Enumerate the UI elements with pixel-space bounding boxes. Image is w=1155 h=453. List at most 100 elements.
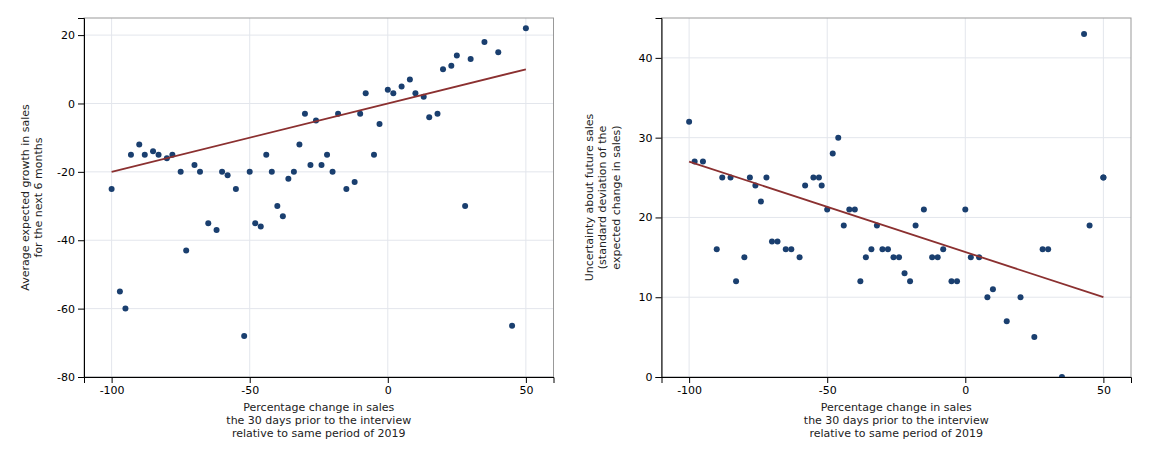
y-tick-mark bbox=[78, 35, 84, 36]
scatter-point bbox=[1087, 222, 1093, 228]
x-tick: -50 bbox=[241, 377, 259, 397]
y-tick: 0 bbox=[68, 97, 84, 110]
grid-line-y bbox=[662, 297, 1132, 298]
grid-line-y bbox=[662, 57, 1132, 58]
scatter-point bbox=[810, 175, 816, 181]
grid-line-y bbox=[84, 103, 554, 104]
x-tick-label: 0 bbox=[385, 384, 392, 397]
scatter-point bbox=[156, 152, 162, 158]
grid-line-y bbox=[84, 308, 554, 309]
scatter-point bbox=[252, 220, 258, 226]
scatter-point bbox=[929, 254, 935, 260]
scatter-point bbox=[214, 227, 220, 233]
x-tick-label: 0 bbox=[962, 384, 969, 397]
y-tick-mark bbox=[656, 377, 662, 378]
scatter-point bbox=[495, 49, 501, 55]
y-tick-mark bbox=[656, 58, 662, 59]
scatter-point bbox=[913, 222, 919, 228]
grid-line-y bbox=[84, 240, 554, 241]
x-axis-title: Percentage change in salesthe 30 days pr… bbox=[804, 401, 989, 440]
scatter-point bbox=[377, 121, 383, 127]
scatter-point bbox=[816, 175, 822, 181]
marks bbox=[109, 25, 529, 339]
scatter-point bbox=[280, 213, 286, 219]
scatter-point bbox=[117, 289, 123, 295]
scatter-point bbox=[1031, 334, 1037, 340]
scatter-point bbox=[984, 294, 990, 300]
scatter-point bbox=[763, 175, 769, 181]
x-tick: -50 bbox=[819, 377, 837, 397]
scatter-point bbox=[868, 246, 874, 252]
scatter-point bbox=[343, 186, 349, 192]
grid bbox=[84, 18, 554, 377]
scatter-point bbox=[879, 246, 885, 252]
y-tick: -20 bbox=[57, 166, 84, 179]
scatter-point bbox=[747, 175, 753, 181]
grid-line-y bbox=[662, 217, 1132, 218]
scatter-point bbox=[819, 183, 825, 189]
scatter-point bbox=[122, 306, 128, 312]
scatter-point bbox=[1100, 175, 1106, 181]
x-axis-title: Percentage change in salesthe 30 days pr… bbox=[226, 401, 411, 440]
y-tick-mark bbox=[656, 297, 662, 298]
y-tick-label: -20 bbox=[57, 166, 75, 179]
scatter-point bbox=[205, 220, 211, 226]
panel: -100-50050010203040Percentage change in … bbox=[583, 18, 1131, 440]
x-tick-label: -100 bbox=[677, 384, 702, 397]
x-tick-label: -100 bbox=[100, 384, 125, 397]
scatter-point bbox=[921, 206, 927, 212]
scatter-point bbox=[802, 183, 808, 189]
scatter-point bbox=[940, 246, 946, 252]
x-tick-mark bbox=[1103, 377, 1104, 383]
scatter-point bbox=[797, 254, 803, 260]
scatter-point bbox=[178, 169, 184, 175]
scatter-point bbox=[700, 159, 706, 165]
scatter-point bbox=[1081, 31, 1087, 37]
x-axis-line bbox=[85, 378, 555, 384]
y-tick: 10 bbox=[639, 291, 662, 304]
scatter-point bbox=[907, 278, 913, 284]
scatter-point bbox=[219, 169, 225, 175]
grid-line-y bbox=[84, 171, 554, 172]
x-tick: 50 bbox=[1097, 377, 1111, 397]
y-tick: 0 bbox=[646, 371, 662, 384]
plot-frame bbox=[662, 18, 1132, 377]
y-tick-label: 40 bbox=[639, 52, 653, 65]
panel: -100-50050-80-60-40-20020Percentage chan… bbox=[19, 18, 554, 440]
y-tick: 20 bbox=[639, 211, 662, 224]
x-tick: -100 bbox=[677, 377, 702, 397]
scatter-point bbox=[852, 206, 858, 212]
scatter-point bbox=[846, 206, 852, 212]
scatter-point bbox=[371, 152, 377, 158]
scatter-point bbox=[454, 53, 460, 59]
scatter-point bbox=[896, 254, 902, 260]
grid-line-y bbox=[662, 137, 1132, 138]
y-tick: 20 bbox=[61, 29, 84, 42]
scatter-point bbox=[783, 246, 789, 252]
y-tick-mark bbox=[78, 309, 84, 310]
scatter-point bbox=[330, 169, 336, 175]
y-tick-mark bbox=[78, 103, 84, 104]
x-tick-label: 50 bbox=[519, 384, 533, 397]
y-tick-mark bbox=[656, 138, 662, 139]
y-axis: 010203040 bbox=[639, 19, 663, 385]
scatter-point bbox=[448, 63, 454, 69]
scatter-point bbox=[835, 135, 841, 141]
y-tick: -40 bbox=[57, 234, 84, 247]
scatter-point bbox=[440, 66, 446, 72]
scatter-point bbox=[1040, 246, 1046, 252]
scatter-point bbox=[247, 169, 253, 175]
x-tick: 0 bbox=[962, 377, 969, 397]
y-tick: 40 bbox=[639, 52, 662, 65]
scatter-point bbox=[191, 162, 197, 168]
scatter-point bbox=[241, 333, 247, 339]
scatter-point bbox=[407, 77, 413, 83]
scatter-point bbox=[258, 224, 264, 230]
grid-line-x bbox=[1103, 18, 1104, 377]
scatter-point bbox=[841, 222, 847, 228]
scatter-point bbox=[758, 198, 764, 204]
scatter-point bbox=[788, 246, 794, 252]
scatter-point bbox=[128, 152, 134, 158]
marks bbox=[686, 31, 1106, 377]
y-axis-title: Uncertainty about future sales(standard … bbox=[583, 113, 622, 281]
